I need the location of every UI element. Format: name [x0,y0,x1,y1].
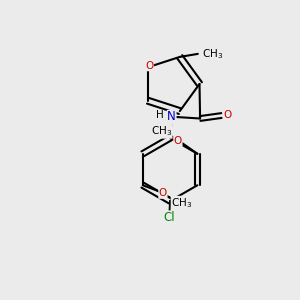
Text: O: O [145,61,154,71]
Text: N: N [167,110,176,124]
Text: O: O [174,136,182,146]
Text: CH$_3$: CH$_3$ [171,196,192,210]
Text: Cl: Cl [164,211,175,224]
Text: O: O [223,110,231,121]
Text: O: O [159,188,167,198]
Text: H: H [156,110,164,121]
Text: CH$_3$: CH$_3$ [202,47,224,61]
Text: CH$_3$: CH$_3$ [151,124,172,138]
